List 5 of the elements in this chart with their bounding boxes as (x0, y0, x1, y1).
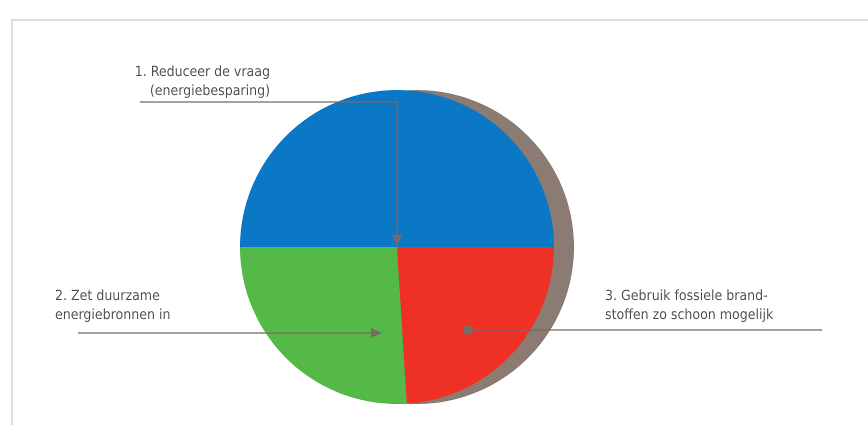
slice-label: 3. Gebruik fossiele brand- stoffen zo schoon mogelijk (605, 288, 774, 323)
slice-label: 1. Reduceer de vraag (energiebesparing) (134, 64, 270, 99)
pie-slice (397, 247, 554, 404)
pie-slice (240, 247, 407, 404)
slice-label: 2. Zet duurzame energiebronnen in (55, 288, 170, 323)
